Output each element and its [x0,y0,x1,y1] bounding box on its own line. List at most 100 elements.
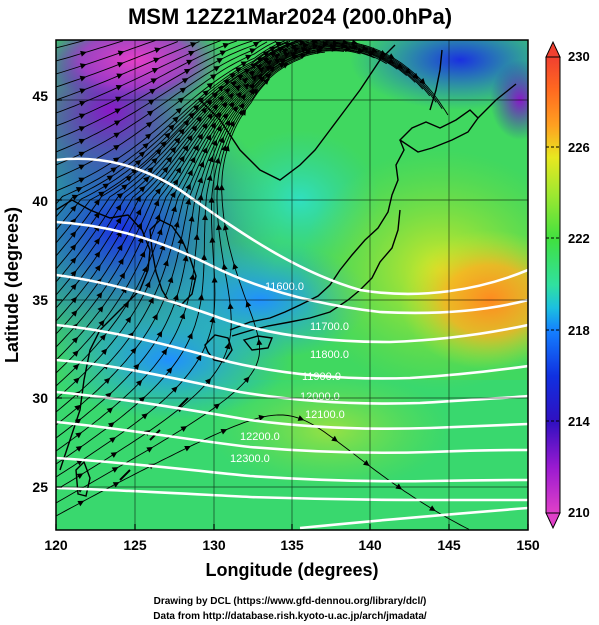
streamline-arrowhead [223,144,230,152]
streamline-arrowhead [70,257,77,264]
streamline-arrowhead [250,62,257,69]
streamline-arrowhead [118,258,124,265]
x-tick-label-145: 145 [437,537,461,553]
streamline-arrowhead [258,66,265,74]
streamline-arrowhead [216,125,222,133]
streamline [56,41,268,166]
streamline-arrowhead [106,175,114,182]
streamline-arrowhead [154,47,161,54]
streamline-arrowhead [201,254,208,261]
streamline-arrowhead [166,156,173,163]
streamline-arrowhead [152,313,158,321]
streamline-arrowhead [70,244,77,251]
contour-label-12100: 12100.0 [305,409,345,421]
streamline-arrowhead [149,88,156,95]
streamline-arrowhead [134,159,142,166]
streamline-arrowhead [97,305,104,313]
streamline [56,40,124,62]
streamline-arrowhead [71,194,79,201]
streamline-arrowhead [188,215,195,222]
streamline-arrowhead [265,59,273,66]
contour-line-4 [56,323,528,380]
streamline-arrowhead [167,276,174,284]
streamline-arrowhead [114,108,122,114]
streamline-arrowhead [179,87,187,94]
streamline-arrowhead [139,186,146,193]
streamline-arrowhead [187,169,193,177]
wind-streamlines [56,40,470,530]
streamline-arrowhead [234,84,242,92]
streamline-arrowhead [72,350,79,357]
streamline [56,40,156,75]
streamline-arrowhead [171,386,178,393]
streamline-arrowhead [232,262,239,270]
y-axis-title: Latitude (degrees) [2,207,22,363]
streamline-arrowhead [229,120,235,128]
streamline-arrowhead [121,184,128,191]
streamline-arrowhead [105,392,112,399]
streamline-arrowhead [211,276,218,283]
x-axis-title: Longitude (degrees) [205,560,378,580]
streamline-arrowhead [79,63,87,69]
streamline-arrowhead [141,413,148,420]
streamline-arrowhead [331,435,338,442]
streamline-arrowhead [115,217,122,224]
streamline-arrowhead [193,233,200,241]
streamline-arrowhead [387,58,395,64]
x-axis-ticks [55,524,529,530]
streamline-arrowhead [111,467,119,473]
streamline-arrowhead [146,446,154,453]
contour-labels: 11600.0 11700.0 11800.0 11900.0 12000.0 … [230,281,349,465]
streamline-arrowhead [179,312,186,320]
streamline-arrowhead [168,124,175,131]
streamline-arrowhead [279,58,287,65]
streamline-arrowhead [180,426,188,432]
streamline-arrowhead [78,177,86,184]
streamline-arrowhead [275,41,283,48]
streamline-arrowhead [117,50,125,57]
streamline-arrowhead [175,107,183,114]
streamline-arrowhead [269,51,277,58]
streamline-arrowhead [256,73,264,80]
streamline [56,46,398,413]
streamline-arrowhead [70,283,77,291]
contour-line-5 [56,358,528,405]
streamline-arrowhead [146,110,154,117]
streamline-arrowhead [245,300,252,308]
streamline-arrowhead [163,259,169,267]
streamline-arrowhead [75,187,83,193]
streamline-arrowhead [70,231,77,238]
streamline-arrowhead [135,195,141,203]
contour-line-9 [56,486,528,502]
streamline-arrowhead [73,377,80,384]
streamline-arrowhead [211,91,219,99]
streamline-arrowhead [151,157,158,165]
streamline-arrowhead [154,213,161,221]
height-contours [56,157,528,530]
streamline-arrowhead [156,330,163,338]
streamline-arrowhead [198,293,204,301]
streamline-arrowhead [170,146,177,154]
colorbar: 230 226 222 218 214 210 [545,40,590,530]
streamline-arrowhead [229,72,236,79]
streamline-arrowhead [223,79,231,85]
streamline-arrowhead [147,166,154,174]
streamline-arrowhead [197,194,204,201]
streamline-arrowhead [160,140,167,148]
streamline-arrowhead [164,132,171,139]
streamline-arrowhead [240,109,247,116]
streamline-arrowhead [297,415,305,421]
streamline-arrowhead [197,133,204,140]
streamline-arrowhead [218,184,225,191]
streamline-arrowhead [175,166,182,174]
streamline-arrowhead [93,198,100,206]
streamline-arrowhead [210,122,217,129]
streamline-arrowhead [184,445,191,452]
x-tick-label-140: 140 [358,537,382,553]
streamline [56,40,309,283]
streamline-arrowhead [186,134,193,142]
streamline-arrowhead [204,378,212,385]
streamline-arrowhead [419,78,426,85]
streamline-arrowhead [135,208,142,216]
